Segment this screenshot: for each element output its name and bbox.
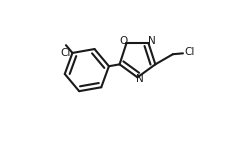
Text: O: O bbox=[119, 36, 127, 46]
Text: Cl: Cl bbox=[61, 48, 71, 58]
Text: Cl: Cl bbox=[184, 47, 195, 58]
Text: N: N bbox=[137, 74, 144, 84]
Text: N: N bbox=[148, 36, 155, 46]
